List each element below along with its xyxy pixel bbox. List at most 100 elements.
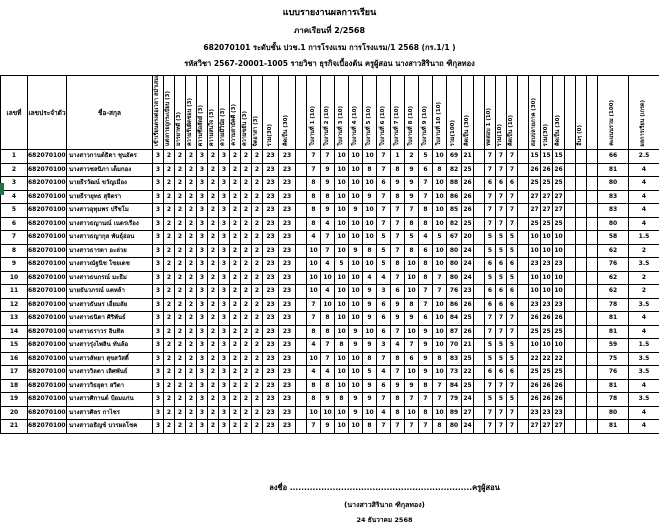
column-header-score-33: คิดเป็น (30) (552, 75, 565, 150)
cell-score (586, 324, 598, 339)
cell-score: 10 (404, 284, 419, 299)
cell-score: 7 (390, 365, 405, 380)
cell-score: 2 (185, 351, 197, 366)
cell-score: 2 (240, 162, 252, 177)
cell-student-id: 68207010005 (27, 189, 67, 204)
cell-score: 7 (506, 324, 518, 339)
cell-student-id: 68207010003 (27, 162, 67, 177)
cell-score: 7 (306, 297, 321, 312)
cell-score: 7 (506, 378, 518, 393)
rotated-header-label: ผลการเรียน (เกรด) (640, 99, 647, 146)
student-row: 2068207010024นางสาวศิลร กาไชร32223232222… (0, 405, 659, 420)
cell-score: 2 (251, 378, 263, 393)
cell-score: 2 (240, 189, 252, 204)
cell-student-id: 68207010021 (27, 365, 67, 380)
cell-score: 10 (432, 243, 447, 258)
cell-score: 4 (628, 405, 659, 420)
class-line: 682070101 ระดับชั้น ปวช.1 การโรงแรม การโ… (203, 43, 456, 52)
cell-score (473, 338, 485, 353)
cell-score: 2 (174, 243, 186, 258)
cell-score: 10 (432, 257, 447, 272)
cell-score: 2 (251, 176, 263, 191)
cell-score: 2 (229, 189, 241, 204)
rotated-header-label: ความมีวินัย (3) (220, 108, 227, 146)
cell-score: 2 (240, 257, 252, 272)
cell-no: 8 (0, 243, 28, 258)
rotated-header-label: คิดเป็น (30) (283, 115, 290, 146)
cell-score: 7 (320, 230, 335, 245)
cell-score: 23 (278, 378, 296, 393)
cell-score: 7 (320, 243, 335, 258)
cell-score: 8 (404, 243, 419, 258)
cell-score (586, 270, 598, 285)
cell-score: 7 (390, 419, 405, 434)
column-header-score-4: ความรับผิดชอบ (3) (185, 75, 197, 150)
cell-score: 7 (376, 351, 391, 366)
cell-score: 88 (446, 176, 462, 191)
cell-score: 23 (528, 257, 541, 272)
cell-score: 2 (185, 203, 197, 218)
cell-score: 4 (376, 365, 391, 380)
cell-score (517, 419, 529, 434)
cell-score: 69 (446, 149, 462, 164)
cell-score (295, 284, 307, 299)
cell-score: 3 (196, 365, 208, 380)
cell-score: 15 (552, 149, 565, 164)
cell-score: 8 (404, 297, 419, 312)
cell-score: 2 (207, 284, 219, 299)
cell-score: 4 (376, 405, 391, 420)
cell-score: 26 (528, 392, 541, 407)
column-header-score-34 (564, 75, 576, 150)
cell-score: 2 (251, 284, 263, 299)
cell-score: 4 (306, 230, 321, 245)
cell-name: นางสาวธันษร เอี่ยมลัย (66, 297, 153, 312)
rotated-header-label: ความสนใจ (3) (209, 108, 216, 146)
cell-score: 7 (418, 176, 433, 191)
cell-score: 5 (484, 243, 496, 258)
cell-score: 10 (334, 230, 349, 245)
cell-score: 2 (207, 189, 219, 204)
cell-score: 3 (152, 243, 164, 258)
cell-score: 2.5 (628, 149, 659, 164)
cell-score (575, 243, 587, 258)
cell-score: 7 (506, 189, 518, 204)
cell-score (575, 270, 587, 285)
signature-text: ลงชื่อ .................................… (269, 483, 500, 492)
cell-score: 2 (229, 284, 241, 299)
cell-score: 7 (418, 297, 433, 312)
cell-score: 22 (461, 365, 474, 380)
cell-score: 10 (362, 216, 377, 231)
cell-score: 66 (597, 149, 629, 164)
cell-score: 6 (376, 176, 391, 191)
cell-score: 7 (484, 162, 496, 177)
cell-score (517, 270, 529, 285)
cell-score: 2 (251, 338, 263, 353)
cell-score: 7 (506, 216, 518, 231)
cell-score: 5 (484, 392, 496, 407)
cell-score: 86 (446, 189, 462, 204)
cell-score (586, 378, 598, 393)
cell-score: 3 (196, 149, 208, 164)
cell-score (564, 405, 576, 420)
cell-score: 10 (552, 230, 565, 245)
cell-score: 8 (418, 216, 433, 231)
cell-score: 7 (320, 338, 335, 353)
column-header-score-6: ความสนใจ (3) (207, 75, 219, 150)
cell-score: 9 (418, 324, 433, 339)
cell-score: 7 (484, 311, 496, 326)
cell-no: 2 (0, 162, 28, 177)
cell-score: 70 (446, 338, 462, 353)
cell-score (564, 324, 576, 339)
cell-score: 2 (163, 149, 175, 164)
cell-score: 4 (628, 419, 659, 434)
cell-score: 2 (207, 405, 219, 420)
cell-score: 9 (362, 392, 377, 407)
cell-score: 2 (185, 270, 197, 285)
cell-score: 6 (495, 365, 507, 380)
cell-score (564, 243, 576, 258)
rotated-header-label: รวม(10) (497, 123, 504, 146)
cell-score: 10 (334, 311, 349, 326)
cell-score: 4 (376, 270, 391, 285)
cell-score: 4 (320, 365, 335, 380)
cell-score: 2 (163, 351, 175, 366)
